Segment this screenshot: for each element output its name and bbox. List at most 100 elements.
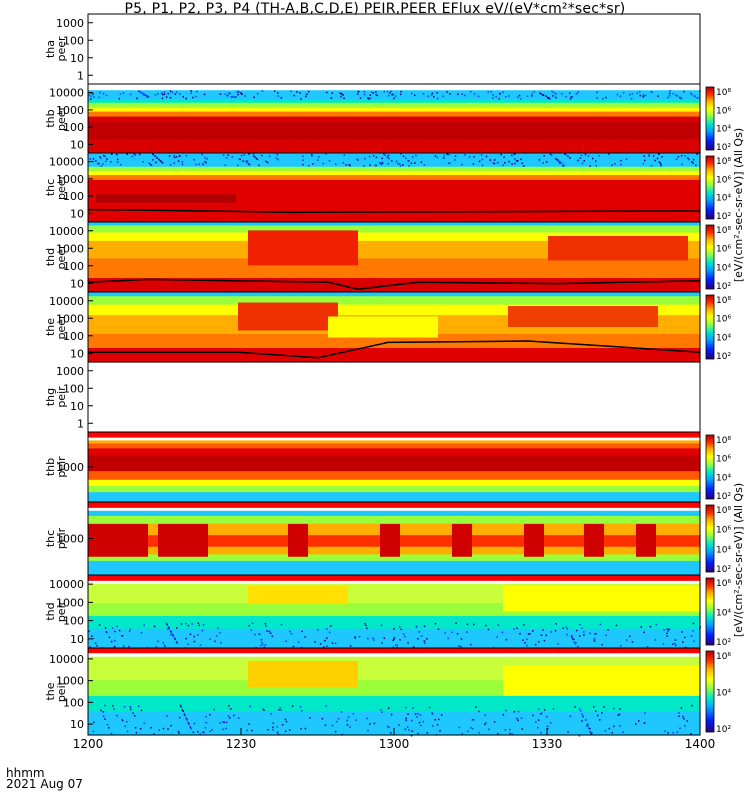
figure-title: P5, P1, P2, P3, P4 (TH-A,B,C,D,E) PEIR,P… bbox=[124, 1, 626, 17]
x-tick-label: 1230 bbox=[226, 737, 257, 751]
colorbar-tick-label: 10² bbox=[716, 212, 731, 222]
x-tick-label: 1300 bbox=[379, 737, 410, 751]
y-tick-label: 1 bbox=[77, 69, 84, 82]
panel-label-product: peer bbox=[55, 314, 68, 340]
colorbar-scale bbox=[705, 434, 715, 500]
panel-frame bbox=[87, 13, 701, 85]
spectrogram-thb-peir bbox=[88, 432, 701, 503]
colorbar-tick-label: 10² bbox=[716, 725, 731, 735]
colorbar-tick-label: 10⁴ bbox=[716, 333, 731, 343]
y-tick-label: 1000 bbox=[56, 312, 84, 325]
panel-label-product: peir bbox=[55, 456, 68, 478]
y-tick-label: 10 bbox=[70, 718, 84, 731]
y-tick-label: 10000 bbox=[49, 156, 84, 169]
y-tick-label: 10000 bbox=[49, 653, 84, 666]
y-tick-label: 10000 bbox=[49, 295, 84, 308]
y-tick-label: 10 bbox=[70, 400, 84, 413]
colorbar-tick-label: 10⁴ bbox=[716, 263, 731, 273]
y-tick-label: 1000 bbox=[56, 365, 84, 378]
colorbar-tick-label: 10⁸ bbox=[716, 157, 731, 167]
y-tick-label: 1000 bbox=[56, 533, 84, 546]
panel-label-probe: thd bbox=[44, 248, 57, 266]
colorbar-tick-label: 10² bbox=[716, 565, 731, 575]
y-tick-label: 10 bbox=[70, 277, 84, 290]
colorbar-tick-label: 10² bbox=[716, 282, 731, 292]
colorbar-tick-label: 10⁶ bbox=[716, 455, 731, 465]
colorbar-thb-peer: 10⁸ 10⁶ 10⁴ 10² bbox=[705, 86, 731, 153]
colorbar-tick-label: 10⁶ bbox=[716, 526, 731, 536]
panel-frame bbox=[87, 361, 701, 433]
y-tick-label: 1000 bbox=[56, 596, 84, 609]
time-axis-label: hhmm bbox=[6, 766, 45, 780]
x-tick-label: 1400 bbox=[685, 737, 716, 751]
colorbar-tick-label: 10⁸ bbox=[716, 296, 731, 306]
y-tick-label: 100 bbox=[63, 382, 84, 395]
panel-label-probe: tha bbox=[44, 40, 57, 58]
colorbar-tick-label: 10⁶ bbox=[716, 245, 731, 255]
colorbar-tick-label: 10⁴ bbox=[716, 194, 731, 204]
colorbar-scale bbox=[705, 504, 715, 573]
colorbar-tick-label: 10² bbox=[716, 638, 731, 648]
panel-label-probe: thc bbox=[44, 530, 57, 547]
panel-label-probe: thc bbox=[44, 179, 57, 196]
panel-label-probe: thb bbox=[44, 458, 57, 476]
colorbar-scale bbox=[705, 577, 715, 646]
colorbar-units-electron: [eV/(cm²-sec-sr-eV)] (All Qs) bbox=[732, 128, 745, 282]
y-tick-label: 100 bbox=[63, 260, 84, 273]
colorbar-tick-label: 10⁶ bbox=[716, 315, 731, 325]
colorbar-the-peir: 10⁶ 10⁴ 10² bbox=[705, 650, 731, 735]
y-tick-label: 1000 bbox=[56, 104, 84, 117]
x-tick-label: 1200 bbox=[73, 737, 104, 751]
y-tick-label: 100 bbox=[63, 190, 84, 203]
panel-label-product: peir bbox=[55, 680, 68, 702]
y-tick-label: 10 bbox=[70, 633, 84, 646]
colorbar-tick-label: 10⁴ bbox=[716, 545, 731, 555]
colorbar-scale bbox=[705, 294, 715, 360]
y-tick-label: 10000 bbox=[49, 87, 84, 100]
colorbar-tick-label: 10⁸ bbox=[716, 506, 731, 516]
y-tick-label: 100 bbox=[63, 615, 84, 628]
y-tick-label: 1000 bbox=[56, 242, 84, 255]
colorbar-thd-peer: 10⁸ 10⁶ 10⁴ 10² bbox=[705, 224, 731, 292]
colorbar-tick-label: 10⁴ bbox=[716, 473, 731, 483]
spectrogram-the-peer bbox=[88, 292, 701, 363]
spectrogram-thd-peir bbox=[88, 575, 702, 650]
y-tick-label: 1000 bbox=[56, 17, 84, 30]
panel-label-product: peer bbox=[55, 244, 68, 270]
colorbar-tick-label: 10⁶ bbox=[716, 579, 731, 589]
colorbar-scale bbox=[705, 224, 715, 290]
colorbar-tick-label: 10² bbox=[716, 492, 731, 502]
colorbar-tick-label: 10⁶ bbox=[716, 175, 731, 185]
panel-label-probe: thb bbox=[44, 109, 57, 127]
colorbar-tick-label: 10⁴ bbox=[716, 689, 731, 699]
colorbar-tick-label: 10⁶ bbox=[716, 106, 731, 116]
spectrogram-thd-peer bbox=[87, 222, 701, 293]
y-tick-label: 10 bbox=[70, 347, 84, 360]
date-label: 2021 Aug 07 bbox=[6, 777, 83, 791]
colorbar-thd-peir: 10⁶ 10⁴ 10² bbox=[705, 577, 731, 648]
spectrogram-the-peir bbox=[88, 648, 701, 737]
colorbar-the-peer: 10⁸ 10⁶ 10⁴ 10² bbox=[705, 294, 731, 362]
colorbar-tick-label: 10⁴ bbox=[716, 125, 731, 135]
y-tick-label: 100 bbox=[63, 696, 84, 709]
colorbar-tick-label: 10⁸ bbox=[716, 226, 731, 236]
colorbar-scale bbox=[705, 86, 715, 151]
colorbar-tick-label: 10⁸ bbox=[716, 88, 731, 98]
y-tick-label: 10000 bbox=[49, 225, 84, 238]
y-tick-label: 1000 bbox=[56, 461, 84, 474]
colorbar-thc-peer: 10⁸ 10⁶ 10⁴ 10² bbox=[705, 155, 731, 222]
y-tick-label: 100 bbox=[63, 121, 84, 134]
y-tick-label: 100 bbox=[63, 34, 84, 47]
spectrogram-thb-peer bbox=[88, 84, 701, 154]
y-tick-label: 1000 bbox=[56, 675, 84, 688]
y-tick-label: 10 bbox=[70, 52, 84, 65]
